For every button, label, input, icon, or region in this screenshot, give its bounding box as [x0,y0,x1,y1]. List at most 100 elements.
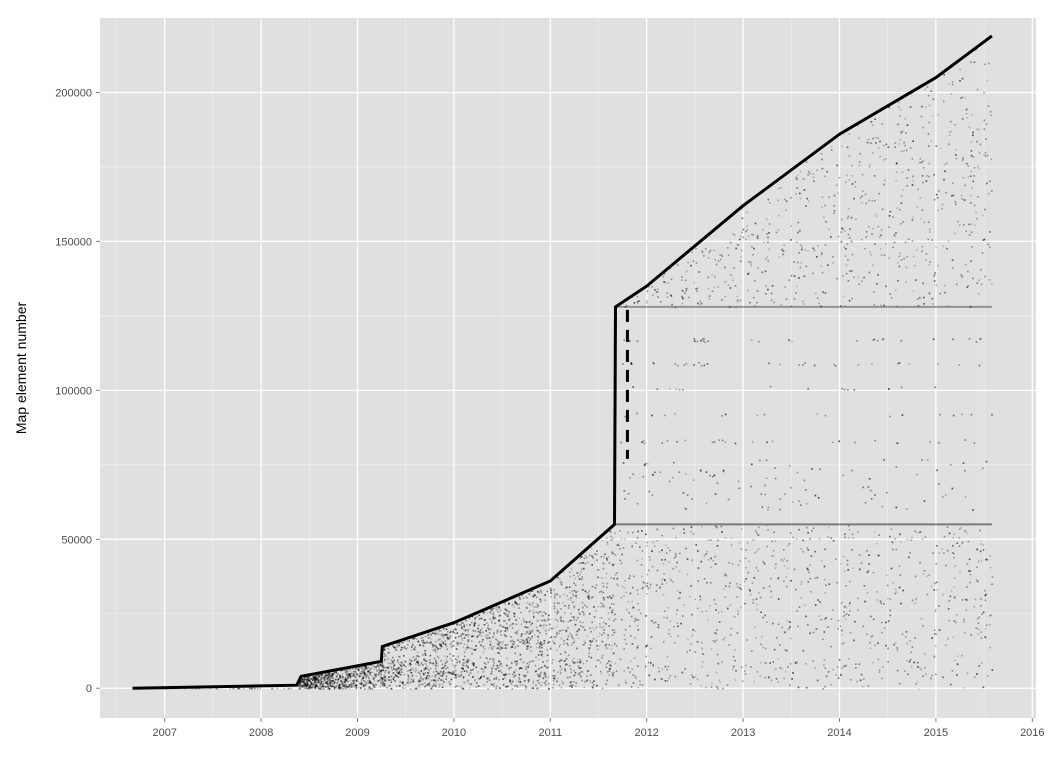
data-point [450,646,453,648]
data-point [824,244,827,246]
data-point [506,685,509,688]
data-point [339,686,341,689]
data-point [454,665,456,668]
data-point [458,636,460,638]
data-point [486,612,489,615]
data-point [955,203,957,206]
data-point [306,687,308,689]
data-point [310,681,312,684]
data-point [677,635,679,637]
data-point [656,288,659,291]
data-point [307,686,310,689]
data-point [483,619,486,621]
data-point [636,589,639,592]
data-point [560,619,562,622]
data-point [547,676,550,679]
data-point [877,225,880,228]
data-point [434,644,437,647]
data-point [500,634,502,636]
data-point [540,625,543,627]
data-point [596,684,599,687]
data-point [559,617,562,620]
data-point [916,298,919,300]
data-point [315,679,318,681]
data-point [411,649,413,651]
data-point [326,681,328,683]
data-point [377,680,379,682]
data-point [814,667,816,669]
data-point [964,469,966,472]
data-point [489,618,491,620]
data-point [663,573,665,575]
data-point [694,676,697,678]
data-point [589,644,592,646]
data-point [784,670,787,673]
data-point [672,580,674,583]
data-point [849,270,851,272]
data-point [478,624,480,627]
data-point [724,413,727,416]
data-point [345,685,347,687]
data-point [889,210,892,213]
data-point [627,531,629,534]
data-point [577,659,579,661]
data-point [885,285,887,288]
data-point [301,686,304,689]
data-point [320,686,323,688]
data-point [385,667,388,669]
data-point [707,257,710,259]
data-point [687,261,689,264]
data-point [327,680,330,682]
data-point [793,568,796,571]
data-point [314,677,316,680]
data-point [387,667,390,669]
data-point [383,649,385,651]
data-point [582,662,585,665]
data-point [676,561,678,564]
data-point [895,180,897,182]
data-point [388,676,391,678]
data-point [496,631,499,633]
data-point [887,647,889,650]
data-point [751,650,753,652]
data-point [895,548,898,551]
data-point [452,645,455,647]
data-point [853,639,855,642]
data-point [954,123,956,126]
data-point [653,621,655,624]
data-point [490,646,493,648]
data-point [348,673,351,675]
data-point [553,602,556,604]
data-point [621,618,623,621]
data-point [953,577,956,580]
data-point [629,575,631,577]
data-point [397,676,400,678]
data-point [501,671,503,674]
data-point [350,672,353,675]
data-point [578,562,580,565]
data-point [976,140,978,143]
data-point [456,644,459,646]
data-point [412,637,414,640]
data-point [751,440,754,443]
data-point [410,663,413,666]
data-point [933,174,935,176]
data-point [358,672,361,675]
data-point [755,550,758,553]
data-point [894,146,896,148]
data-point [343,685,345,687]
data-point [641,530,643,532]
data-point [365,667,368,670]
data-point [369,668,371,670]
data-point [535,670,537,672]
data-point [575,634,578,636]
data-point [537,630,540,632]
data-point [611,609,614,611]
data-point [922,572,925,575]
data-point [950,464,952,466]
data-point [564,660,566,662]
data-point [917,661,919,664]
data-point [363,673,366,676]
data-point [443,627,446,630]
